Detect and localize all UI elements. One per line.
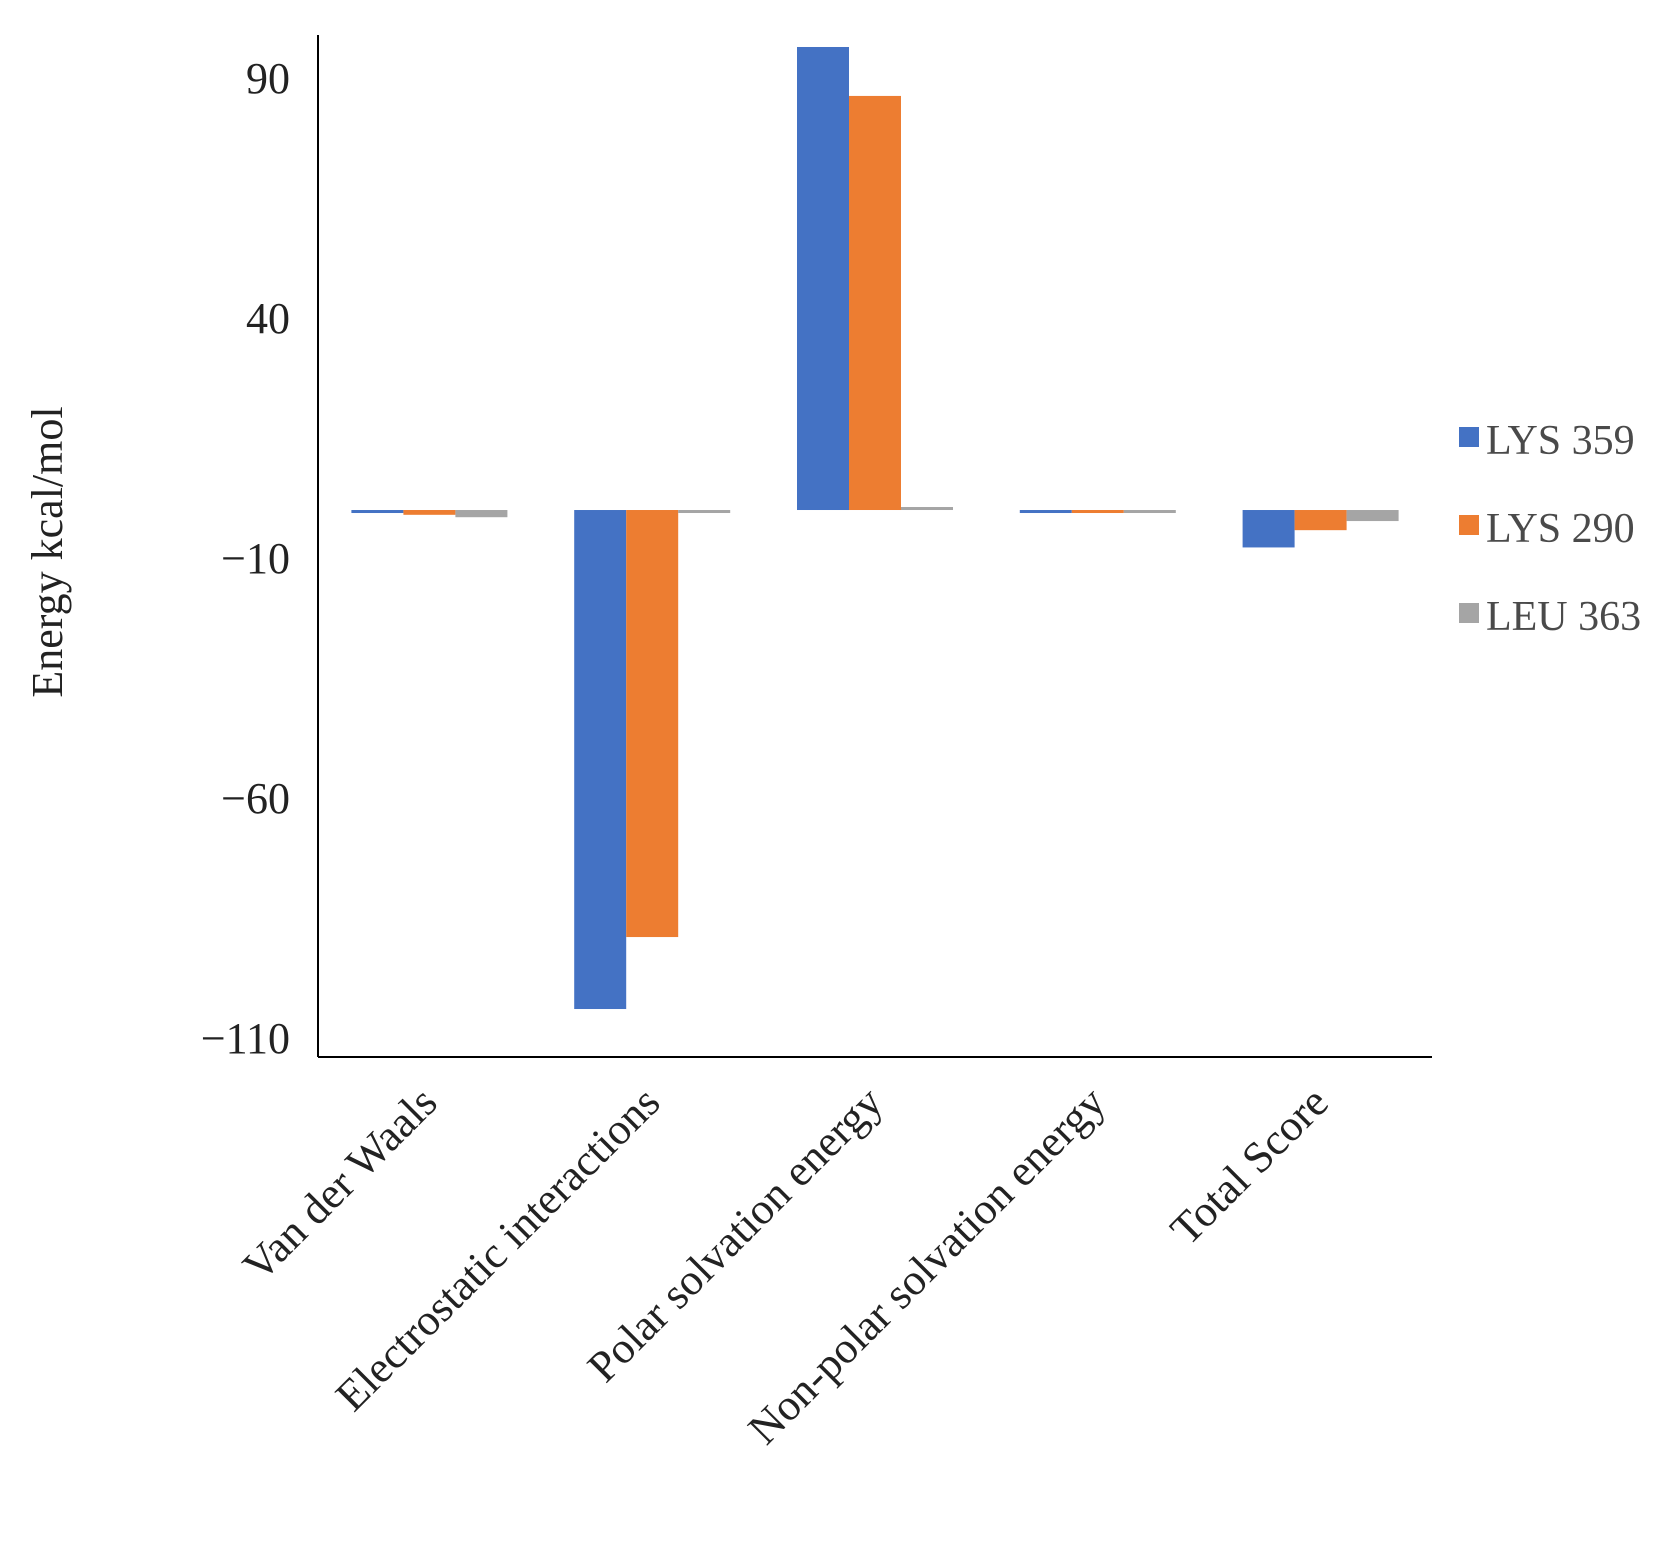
bar-lys-290-cat-4: [1295, 510, 1347, 530]
bar-leu-363-cat-3: [1124, 510, 1176, 513]
y-tick-label: −60: [221, 774, 290, 823]
y-tick-label: −110: [201, 1014, 290, 1063]
legend-label: LYS 290: [1486, 506, 1635, 552]
bar-lys-290-cat-1: [626, 510, 678, 937]
bar-lys-359-cat-4: [1243, 510, 1295, 547]
legend: LYS 359 LYS 290 LEU 363: [1459, 418, 1641, 640]
bar-lys-290-cat-3: [1072, 510, 1124, 513]
legend-swatch: [1459, 603, 1479, 623]
bar-chart: 90 40 −10 −60 −110 Van der WaalsElectrostati…: [0, 0, 1673, 1546]
bar-leu-363-cat-4: [1347, 510, 1399, 521]
legend-swatch: [1459, 427, 1479, 447]
bar-lys-359-cat-3: [1020, 510, 1072, 513]
bars-group: [351, 47, 1398, 1009]
bar-leu-363-cat-2: [901, 507, 953, 510]
category-label: Total Score: [1161, 1077, 1338, 1254]
bar-lys-359-cat-1: [574, 510, 626, 1009]
bar-lys-290-cat-0: [403, 510, 455, 515]
legend-swatch: [1459, 515, 1479, 535]
category-label: Van der Waals: [233, 1077, 446, 1290]
bar-lys-359-cat-0: [351, 510, 403, 513]
legend-label: LYS 359: [1486, 418, 1635, 464]
legend-label: LEU 363: [1486, 594, 1641, 640]
bar-leu-363-cat-1: [678, 510, 730, 513]
y-axis-title: Energy kcal/mol: [23, 406, 72, 697]
bar-lys-359-cat-2: [797, 47, 849, 510]
y-tick-label: 40: [246, 294, 290, 343]
category-label: Non-polar solvation energy: [739, 1077, 1115, 1453]
y-tick-labels: 90 40 −10 −60 −110: [201, 54, 290, 1063]
y-tick-label: −10: [221, 534, 290, 583]
bar-lys-290-cat-2: [849, 96, 901, 510]
y-tick-label: 90: [246, 54, 290, 103]
bar-leu-363-cat-0: [455, 510, 507, 517]
